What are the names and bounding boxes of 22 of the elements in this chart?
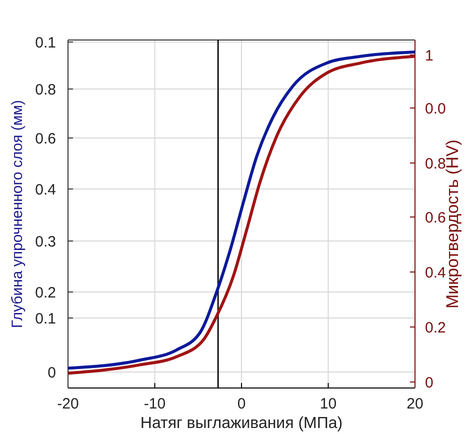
y-axis-title: Глубина упрочненного слоя (мм) [9, 100, 26, 328]
text: 0 [425, 374, 434, 392]
text: 0.2 [35, 284, 56, 302]
x-tick-label: -10 [144, 396, 166, 413]
text: 0.1 [35, 310, 56, 328]
text: 0.6 [35, 130, 56, 148]
text: 0.3 [35, 233, 56, 250]
text: 1 [425, 47, 434, 64]
text: 0.1 [35, 34, 56, 52]
text: 0.8 [425, 155, 446, 172]
text: 0.2 [425, 319, 446, 336]
text: 0.4 [425, 264, 446, 282]
text: 0.0 [425, 100, 446, 118]
text: 0.4 [35, 181, 56, 198]
text: 0.6 [425, 209, 446, 226]
x-tick-label: 0 [237, 396, 246, 413]
x-axis-title: Натяг выглаживания (МПа) [140, 415, 343, 432]
x-tick-label: 20 [406, 396, 424, 413]
x-tick-label: 10 [320, 396, 337, 413]
text: 0 [48, 364, 56, 382]
x-tick-label: -20 [57, 396, 79, 413]
text: 0.8 [35, 81, 56, 98]
